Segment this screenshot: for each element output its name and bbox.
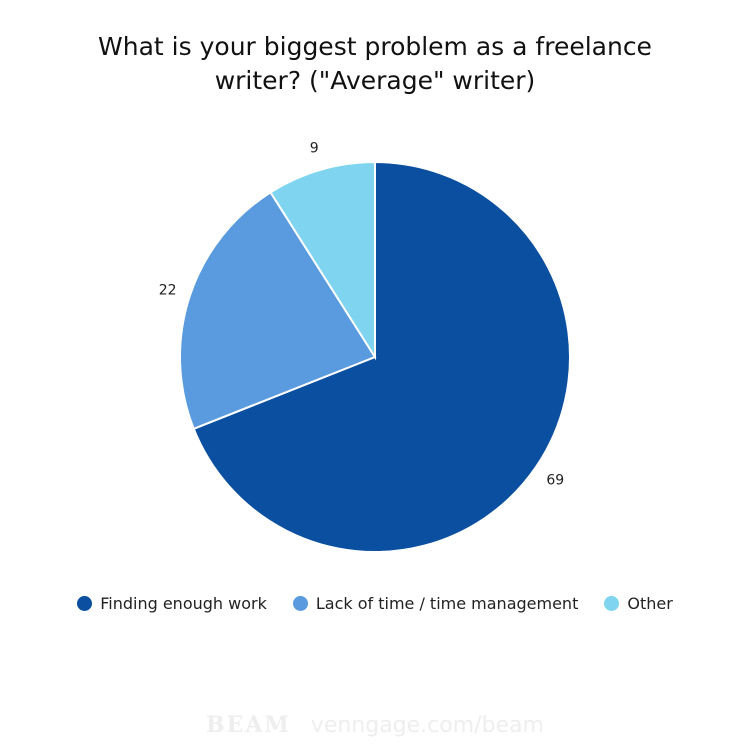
pie-slice — [192, 160, 571, 553]
pie-slice — [179, 190, 377, 431]
legend-label: Finding enough work — [100, 594, 267, 613]
legend-item: Finding enough work — [77, 594, 267, 613]
legend-swatch — [604, 596, 620, 611]
data-label: 69 — [546, 473, 564, 489]
legend-swatch — [77, 596, 93, 611]
data-label: 9 — [310, 141, 319, 157]
watermark: BEAM venngage.com/beam — [0, 712, 750, 738]
data-label: 22 — [159, 283, 177, 299]
legend-item: Lack of time / time management — [292, 594, 579, 613]
legend-swatch — [292, 596, 308, 611]
watermark-text: venngage.com/beam — [310, 713, 544, 738]
title-line-2: writer? ("Average" writer) — [214, 66, 536, 95]
legend-label: Lack of time / time management — [315, 594, 579, 613]
pie-slice — [269, 160, 376, 361]
chart-title: What is your biggest problem as a freela… — [0, 30, 750, 98]
legend-label: Other — [627, 594, 673, 613]
watermark-logo: BEAM — [206, 712, 291, 738]
legend: Finding enough work Lack of time / time … — [0, 594, 750, 613]
legend-item: Other — [604, 594, 673, 613]
title-line-1: What is your biggest problem as a freela… — [98, 32, 652, 61]
